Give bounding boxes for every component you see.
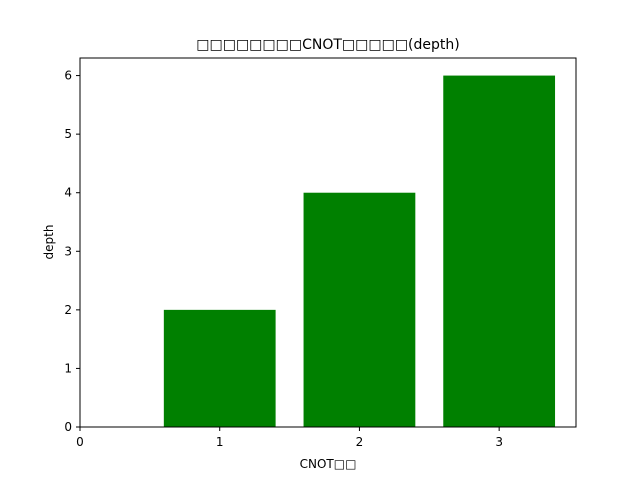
x-tick-label-1: 1 [216,435,224,449]
y-tick-label-1: 1 [64,361,72,375]
plot-area-frame [79,57,577,428]
bar-3 [443,75,556,428]
x-tick-label-2: 2 [356,435,364,449]
y-tick-label-2: 2 [64,303,72,317]
bar-2 [303,192,416,427]
x-tick-label-0: 0 [76,435,84,449]
y-tick-label-6: 6 [64,69,72,83]
y-axis-label: depth [42,225,56,260]
y-tick-label-0: 0 [64,420,72,434]
x-axis-ticks: 0 1 2 3 [76,427,503,449]
chart-title: □□□□□□□□CNOT□□□□□(depth) [196,37,459,53]
x-tick-label-3: 3 [495,435,503,449]
x-axis-label: CNOT□□ [300,457,357,471]
y-axis-ticks: 0 1 2 3 4 5 6 [64,69,80,434]
bar-1 [163,309,276,427]
bars-group [163,75,556,428]
y-tick-label-4: 4 [64,186,72,200]
y-tick-label-5: 5 [64,127,72,141]
y-tick-label-3: 3 [64,244,72,258]
